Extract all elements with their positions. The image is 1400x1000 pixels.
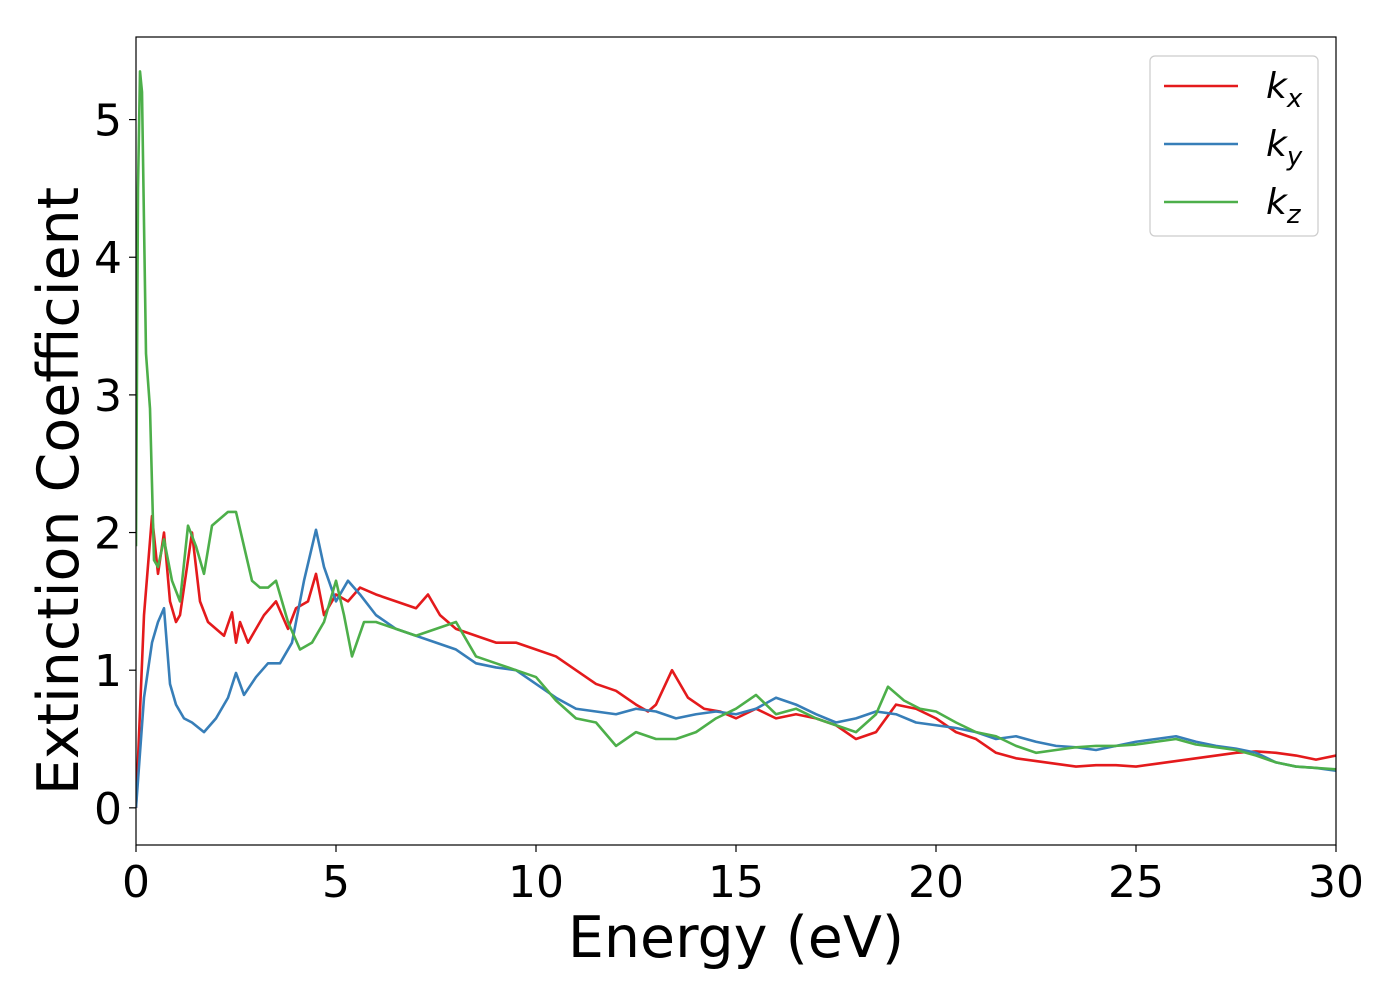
x-tick-label: 30 [1308, 857, 1364, 908]
legend-entry-label: k [1266, 182, 1289, 223]
legend-entry-subscript: x [1286, 84, 1303, 114]
series-line-ky [136, 528, 1336, 808]
x-tick-label: 0 [122, 857, 150, 908]
plot-lines [136, 70, 1336, 808]
x-axis-title: Energy (eV) [568, 905, 904, 971]
x-axis-ticks: 0 5 10 15 20 25 30 [122, 845, 1364, 908]
legend-entry-ky: ky [1266, 124, 1303, 172]
legend-entry-subscript: y [1286, 142, 1303, 172]
legend-box [1149, 55, 1319, 237]
y-tick-label: 3 [94, 371, 122, 422]
series-line-kz [136, 70, 1336, 771]
y-tick-label: 0 [94, 784, 122, 835]
x-tick-label: 15 [708, 857, 764, 908]
legend-entry-kx: kx [1266, 66, 1303, 114]
y-axis-ticks: 0 1 2 3 4 5 [94, 96, 136, 835]
legend-entry-subscript: z [1286, 200, 1302, 230]
y-axis-title: Extinction Coefficient [26, 187, 92, 795]
x-tick-label: 25 [1108, 857, 1164, 908]
legend-entry-label: k [1266, 66, 1289, 107]
x-tick-label: 5 [322, 857, 350, 908]
y-tick-label: 1 [94, 646, 122, 697]
legend-entry-label: k [1266, 124, 1289, 165]
y-tick-label: 5 [94, 96, 122, 147]
y-tick-label: 2 [94, 509, 122, 560]
legend-entry-kz: kz [1266, 182, 1302, 230]
x-tick-label: 20 [908, 857, 964, 908]
x-tick-label: 10 [508, 857, 564, 908]
series-line-kx [136, 514, 1336, 808]
y-tick-label: 4 [94, 233, 122, 284]
